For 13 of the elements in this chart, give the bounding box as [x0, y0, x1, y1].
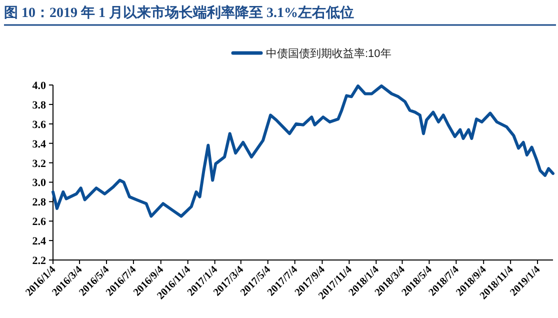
y-tick-label: 2.2	[32, 255, 46, 267]
y-tick-label: 2.6	[32, 216, 46, 228]
y-tick-label: 3.8	[32, 99, 46, 112]
y-tick-label: 3.2	[32, 158, 46, 170]
chart-title: 图 10：2019 年 1 月以来市场长端利率降至 3.1%左右低位	[4, 4, 354, 21]
y-tick-label: 2.8	[32, 196, 46, 209]
legend-label: 中债国债到期收益率:10年	[266, 47, 392, 60]
y-tick-label: 3.0	[32, 177, 46, 190]
y-tick-label: 4.0	[32, 80, 46, 92]
y-tick-label: 3.4	[32, 138, 46, 150]
line-series	[52, 84, 554, 218]
y-tick-label: 3.6	[32, 118, 46, 131]
y-tick-label: 2.4	[32, 236, 46, 248]
